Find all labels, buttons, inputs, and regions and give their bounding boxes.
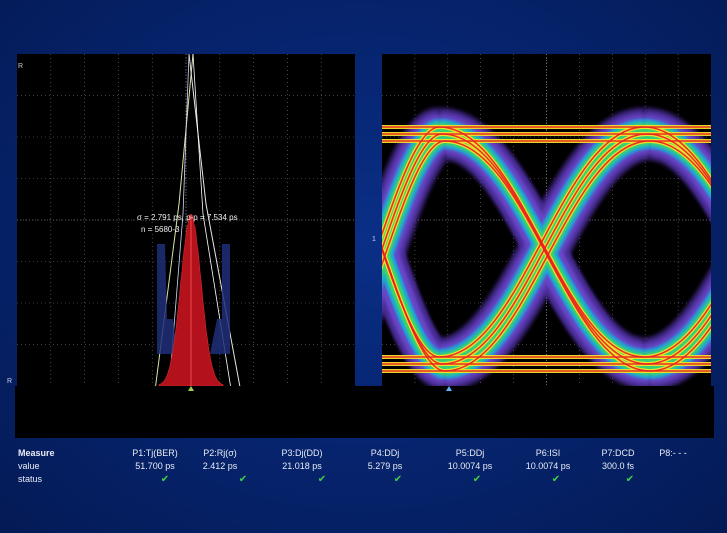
- jitter-histogram-panel: σ = 2.791 ps, p-p = 7.534 ps n = 5680-3 …: [17, 54, 355, 386]
- status-check-icon: ✔: [551, 474, 561, 485]
- eye-trace: [644, 303, 711, 358]
- bathtub-curve-right: [188, 54, 241, 386]
- status-check-icon: ✔: [317, 474, 327, 485]
- measure-header-row: Measure P1:Tj(BER) P2:Rj(σ) P3:Dj(DD) P4…: [0, 448, 727, 462]
- measure-name[interactable]: P5:DDj: [455, 448, 485, 458]
- value-row-label: value: [18, 461, 40, 471]
- measurement-table: Measure P1:Tj(BER) P2:Rj(σ) P3:Dj(DD) P4…: [0, 443, 727, 489]
- eye-trace: [649, 325, 711, 372]
- eye-trace: [382, 140, 445, 267]
- measure-name[interactable]: P1:Tj(BER): [132, 448, 178, 458]
- ref-marker-bottom: R: [7, 378, 13, 385]
- eye-trace: [646, 133, 711, 184]
- measure-name[interactable]: P8:- - -: [659, 448, 687, 458]
- tail-fit-right: [210, 244, 230, 354]
- measure-name[interactable]: P3:Dj(DD): [281, 448, 323, 458]
- measure-header-label: Measure: [18, 448, 55, 458]
- annotation-line-2: n = 5680-3: [141, 225, 180, 234]
- status-check-icon: ✔: [160, 474, 170, 485]
- annotation-line-1: σ = 2.791 ps, p-p = 7.534 ps: [137, 213, 238, 222]
- eye-trace: [439, 126, 645, 358]
- ref-marker-top: R: [18, 63, 23, 70]
- status-check-icon: ✔: [393, 474, 403, 485]
- eye-diagram-plot: 1: [382, 54, 711, 386]
- eye-trace: [382, 133, 443, 252]
- tail-fit-left: [157, 244, 177, 354]
- status-row-label: status: [18, 474, 43, 484]
- eye-trace: [644, 126, 711, 181]
- measure-name[interactable]: P6:ISI: [535, 448, 561, 458]
- measure-value: 10.0074 ps: [525, 461, 571, 471]
- measure-value: 2.412 ps: [202, 461, 238, 471]
- measure-status-row: status ✔ ✔ ✔ ✔ ✔ ✔ ✔: [0, 474, 727, 488]
- measure-name[interactable]: P7:DCD: [601, 448, 635, 458]
- eye-trace: [382, 247, 440, 358]
- eye-trace: [646, 314, 711, 365]
- measure-name[interactable]: P4:DDj: [370, 448, 400, 458]
- eye-trace: [444, 140, 650, 372]
- measure-name[interactable]: P2:Rj(σ): [203, 448, 237, 458]
- eye-level-marker: 1: [372, 236, 376, 243]
- status-check-icon: ✔: [472, 474, 482, 485]
- histogram-plot: σ = 2.791 ps, p-p = 7.534 ps n = 5680-3 …: [17, 54, 355, 386]
- timebase-marker-right: [446, 386, 452, 391]
- measure-value: 300.0 fs: [601, 461, 635, 471]
- eye-trace: [382, 246, 443, 365]
- timebase-marker-left: [188, 386, 194, 391]
- measurement-area: [15, 386, 714, 438]
- measure-value: 10.0074 ps: [447, 461, 493, 471]
- eye-trace: [382, 126, 440, 237]
- status-check-icon: ✔: [238, 474, 248, 485]
- measure-value: 5.279 ps: [367, 461, 403, 471]
- eye-trace: [649, 140, 711, 187]
- eye-traces: [382, 108, 711, 386]
- eye-diagram-panel: 1: [382, 54, 711, 386]
- measure-value: 51.700 ps: [135, 461, 175, 471]
- measure-value-row: value 51.700 ps 2.412 ps 21.018 ps 5.279…: [0, 461, 727, 475]
- measure-value: 21.018 ps: [282, 461, 322, 471]
- eye-trace: [441, 133, 648, 365]
- status-check-icon: ✔: [625, 474, 635, 485]
